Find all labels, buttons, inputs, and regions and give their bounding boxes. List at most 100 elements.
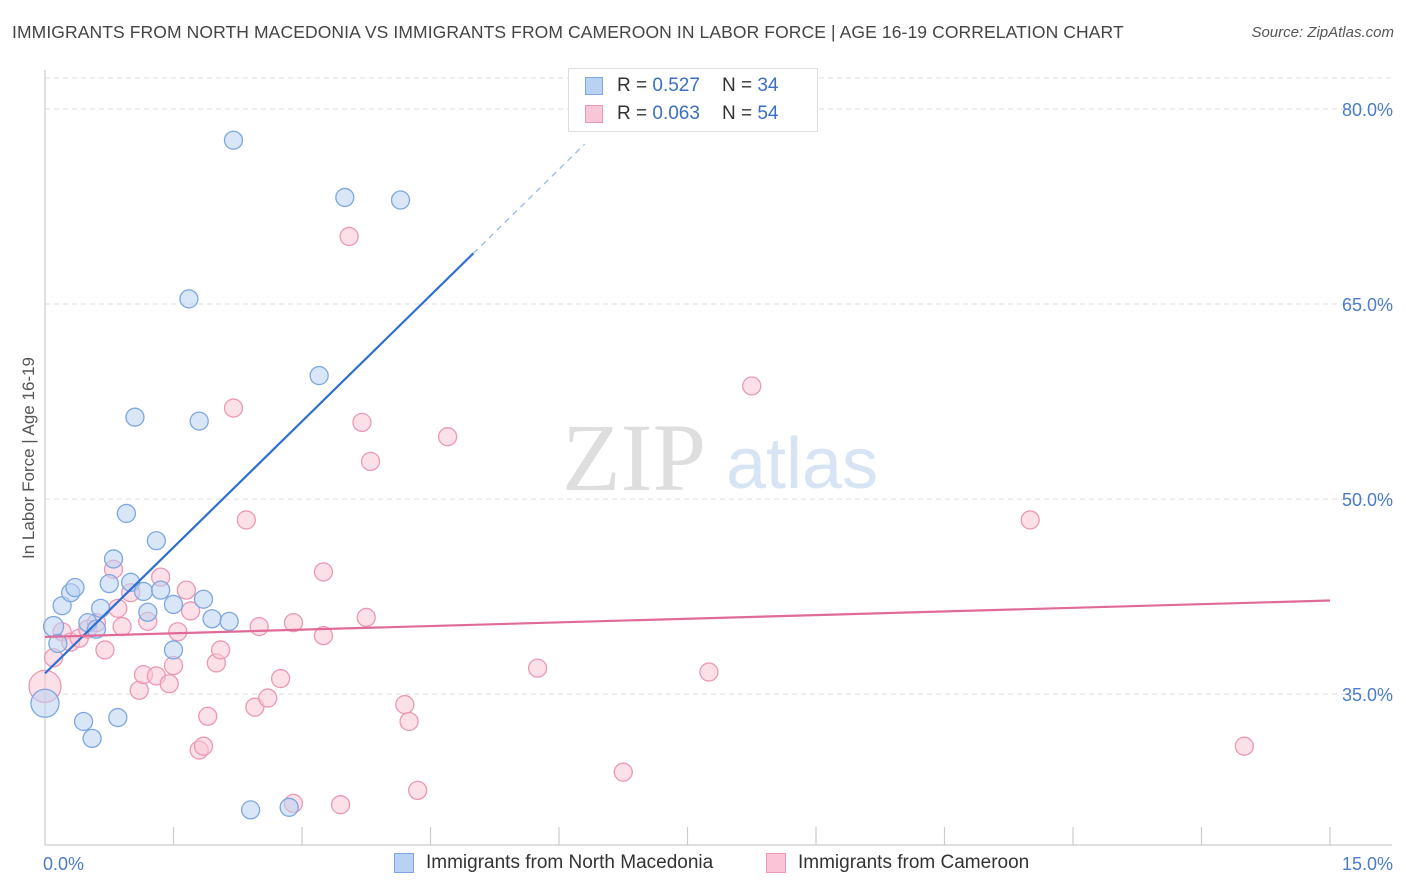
- cameroon-point: [313, 625, 334, 646]
- legend-label: Immigrants from Cameroon: [798, 852, 1030, 873]
- series-legend: Immigrants from North Macedonia Immigran…: [0, 850, 1406, 880]
- cameroon-point: [360, 451, 381, 472]
- north-macedonia-point: [335, 187, 355, 208]
- north-macedonia-point: [91, 598, 111, 618]
- legend-swatch-pink: [766, 853, 786, 873]
- north-macedonia-point: [48, 633, 68, 654]
- cameroon-point: [395, 694, 415, 715]
- cameroon-point: [527, 658, 548, 678]
- cameroon-trend-line: [44, 599, 1331, 639]
- cameroon-point: [210, 640, 231, 660]
- r-label: R =: [617, 103, 648, 124]
- north-macedonia-point: [219, 611, 239, 631]
- north-macedonia-point: [163, 594, 184, 615]
- cameroon-point: [399, 711, 419, 732]
- north-macedonia-point: [133, 581, 154, 602]
- cameroon-point: [742, 376, 762, 396]
- north-macedonia-point: [163, 640, 184, 660]
- cameroon-point: [258, 688, 278, 708]
- y-tick-label: 65.0%: [1342, 295, 1393, 315]
- north-macedonia-point: [99, 573, 119, 594]
- north-macedonia-point: [223, 130, 244, 150]
- cameroon-point: [699, 662, 719, 682]
- axes: [44, 70, 1392, 846]
- cameroon-point: [180, 601, 201, 621]
- cameroon-point: [339, 226, 359, 247]
- stats-legend: R = 0.527 N = 34 R = 0.063 N = 54: [568, 68, 818, 132]
- stats-row-cameroon: R = 0.063 N = 54: [585, 101, 778, 127]
- north-macedonia-point: [86, 619, 107, 639]
- legend-swatch-blue: [394, 853, 414, 873]
- series-north-macedonia-points: [30, 130, 411, 820]
- legend-item-cameroon[interactable]: Immigrants from Cameroon: [766, 852, 1029, 874]
- stats-row-north-macedonia: R = 0.527 N = 34: [585, 73, 778, 99]
- cameroon-point: [95, 640, 115, 660]
- cameroon-point: [352, 412, 372, 433]
- n-label: N =: [721, 103, 753, 124]
- tick-labels: 35.0% 50.0% 65.0% 80.0% 0.0% 15.0%: [43, 100, 1393, 874]
- r-value: 0.063: [652, 103, 700, 124]
- x-tick-label: 15.0%: [1342, 854, 1393, 874]
- north-macedonia-point: [146, 531, 167, 551]
- cameroon-point: [437, 427, 458, 447]
- cameroon-point: [613, 762, 633, 782]
- north-macedonia-point: [240, 800, 261, 820]
- cameroon-point: [270, 668, 291, 689]
- north-macedonia-trend-line: [44, 252, 475, 675]
- north-macedonia-point: [103, 549, 124, 569]
- north-macedonia-point: [150, 580, 171, 600]
- r-value: 0.527: [652, 75, 700, 96]
- north-macedonia-point: [30, 688, 60, 718]
- cameroon-point: [236, 510, 256, 530]
- cameroon-point: [1234, 736, 1254, 756]
- north-macedonia-point: [82, 728, 102, 749]
- x-tick-label: 0.0%: [43, 854, 84, 874]
- north-macedonia-point: [125, 407, 145, 427]
- cameroon-point: [159, 674, 179, 694]
- y-tick-label: 80.0%: [1342, 100, 1393, 120]
- north-macedonia-point: [108, 707, 128, 728]
- cameroon-point: [356, 607, 376, 628]
- cameroon-point: [330, 795, 351, 815]
- n-value: 54: [757, 103, 779, 124]
- north-macedonia-point: [73, 711, 94, 732]
- cameroon-point: [249, 616, 269, 637]
- n-value: 34: [757, 75, 779, 96]
- cameroon-point: [168, 622, 188, 642]
- cameroon-point: [193, 736, 214, 756]
- cameroon-point: [112, 616, 132, 637]
- north-macedonia-point: [65, 577, 85, 598]
- cameroon-point: [283, 612, 304, 633]
- cameroon-point: [223, 398, 244, 418]
- y-tick-label: 50.0%: [1342, 490, 1393, 510]
- source-label: Source: ZipAtlas.com: [1251, 24, 1394, 41]
- cameroon-point: [313, 562, 334, 582]
- y-axis-label: In Labor Force | Age 16-19: [19, 357, 38, 559]
- cameroon-point: [198, 706, 218, 726]
- cameroon-point: [407, 780, 428, 801]
- north-macedonia-point: [390, 190, 411, 210]
- north-macedonia-trend-extension: [472, 143, 586, 254]
- watermark-zip: ZIP: [562, 404, 706, 511]
- legend-label: Immigrants from North Macedonia: [426, 852, 714, 873]
- legend-swatch-pink: [585, 105, 603, 123]
- cameroon-point: [176, 580, 197, 600]
- north-macedonia-point: [116, 503, 137, 524]
- chart-title: IMMIGRANTS FROM NORTH MACEDONIA VS IMMIG…: [12, 22, 1124, 42]
- r-label: R =: [617, 75, 648, 96]
- north-macedonia-point: [202, 609, 222, 629]
- legend-swatch-blue: [585, 77, 603, 95]
- watermark: ZIP atlas: [562, 404, 878, 511]
- y-tick-label: 35.0%: [1342, 685, 1393, 705]
- cameroon-point: [1020, 510, 1040, 530]
- north-macedonia-point: [42, 615, 65, 638]
- series-cameroon-points: [28, 226, 1254, 815]
- grid-lines: [45, 77, 1392, 695]
- trend-lines: [44, 143, 1331, 675]
- north-macedonia-point: [279, 797, 299, 817]
- watermark-atlas: atlas: [726, 424, 878, 504]
- n-label: N =: [721, 75, 753, 96]
- legend-item-north-macedonia[interactable]: Immigrants from North Macedonia: [394, 852, 713, 874]
- north-macedonia-point: [179, 289, 199, 309]
